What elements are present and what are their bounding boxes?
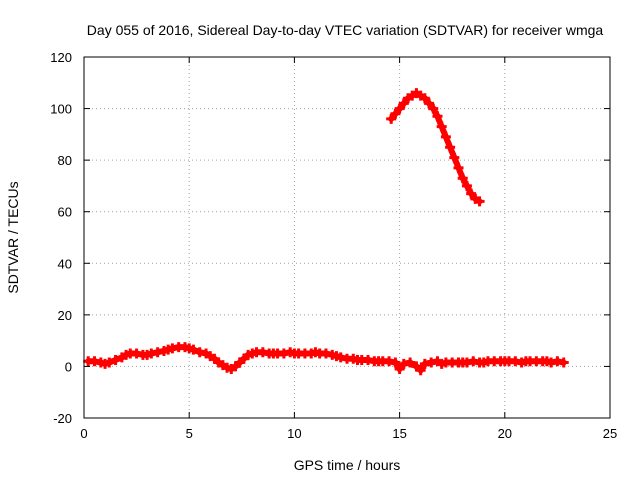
y-tick-label: 0	[65, 359, 72, 374]
data-point	[474, 196, 485, 207]
axis-ticks: 0 5 10 15 20 25 -20 0 20 40 60 80 100 120	[50, 50, 617, 441]
x-axis-label: GPS time / hours	[294, 457, 401, 473]
plot-frame	[83, 56, 611, 419]
data-point	[558, 357, 569, 368]
x-tick-label: 10	[287, 426, 301, 441]
y-tick-label: -20	[53, 411, 72, 426]
y-tick-label: 120	[50, 50, 72, 65]
data-series	[83, 88, 569, 376]
x-tick-label: 20	[498, 426, 512, 441]
y-tick-label: 60	[58, 205, 72, 220]
y-tick-label: 80	[58, 153, 72, 168]
y-tick-label: 40	[58, 256, 72, 271]
y-tick-label: 20	[58, 308, 72, 323]
series-baseline	[83, 342, 569, 376]
y-axis-label: SDTVAR / TECUs	[5, 181, 21, 293]
series-elevated	[386, 88, 485, 207]
y-tick-label: 100	[50, 102, 72, 117]
chart-title: Day 055 of 2016, Sidereal Day-to-day VTE…	[87, 22, 604, 38]
x-tick-label: 25	[603, 426, 617, 441]
x-tick-label: 0	[80, 426, 87, 441]
x-tick-label: 15	[392, 426, 406, 441]
x-tick-label: 5	[186, 426, 193, 441]
